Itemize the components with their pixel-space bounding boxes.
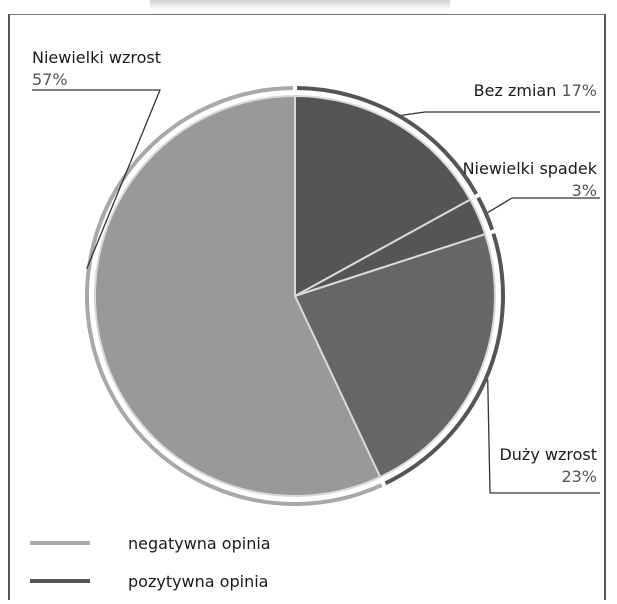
ring-arc-niewielki-wzrost: [85, 86, 383, 506]
ring-arc-duzy-wzrost: [384, 233, 505, 486]
legend-item-pozytywna: pozytywna opinia: [30, 562, 271, 600]
leader-line-niewielki-spadek: [487, 197, 600, 214]
legend: negatywna opinia pozytywna opinia: [30, 524, 271, 600]
slice-label-duzy-wzrost: Duży wzrost 23%: [499, 445, 597, 486]
top-edge: [150, 0, 450, 10]
leader-line-niewielki-wzrost: [32, 89, 161, 270]
chart-frame: [8, 14, 606, 600]
leader-line-duzy-wzrost: [487, 379, 600, 494]
slice-label-niewielki-spadek: Niewielki spadek 3%: [462, 159, 597, 200]
slice-niewielki-wzrost: [94, 94, 382, 497]
slice-bez-zmian: [294, 94, 472, 298]
slice-label-bez-zmian: Bez zmian 17%: [473, 81, 597, 100]
leader-line-bez-zmian: [401, 111, 600, 116]
legend-swatch-pozytywna: [30, 579, 90, 583]
slice-duzy-wzrost: [293, 232, 496, 479]
ring-arc-niewielki-spadek: [476, 196, 495, 231]
legend-item-negatywna: negatywna opinia: [30, 524, 271, 562]
slice-label-niewielki-wzrost: Niewielki wzrost 57%: [32, 48, 161, 89]
ring-arc-bez-zmian: [297, 86, 479, 195]
legend-swatch-negatywna: [30, 541, 90, 545]
